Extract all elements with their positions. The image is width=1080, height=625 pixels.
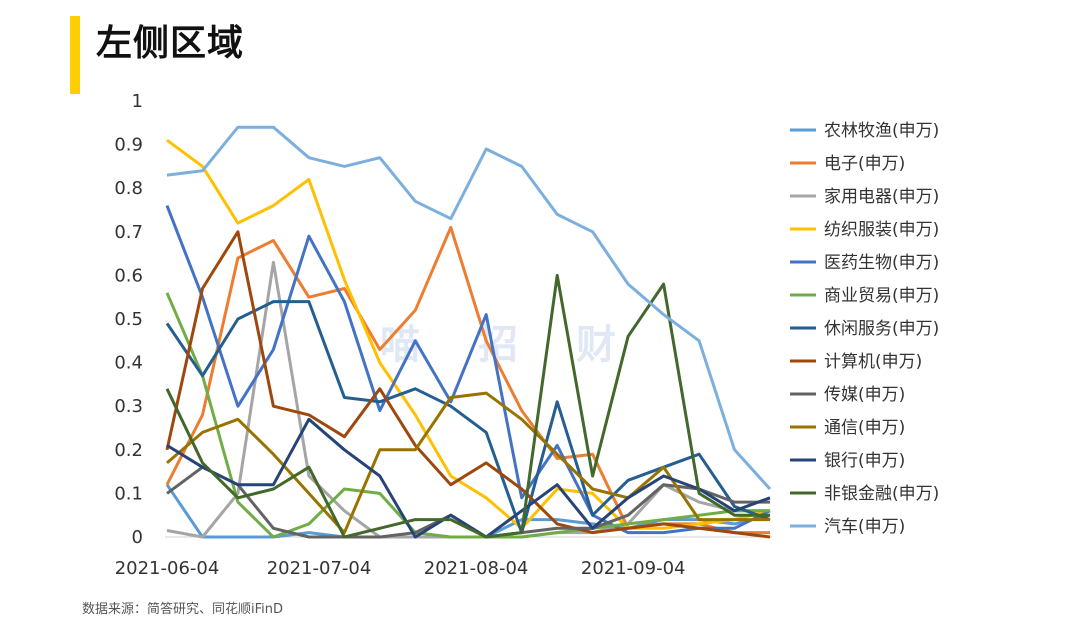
y-tick-label: 1 — [132, 91, 143, 112]
y-tick-label: 0.2 — [114, 440, 143, 461]
y-tick-label: 0.9 — [114, 135, 143, 156]
legend-label: 通信(申万) — [824, 418, 905, 438]
x-tick-label: 2021-06-04 — [115, 558, 220, 579]
y-tick-label: 0.4 — [114, 353, 143, 374]
x-axis-labels: 2021-06-04 2021-07-04 2021-08-04 2021-09-04 — [115, 558, 686, 579]
legend-label: 商业贸易(申万) — [824, 286, 939, 306]
y-tick-label: 0.3 — [114, 396, 143, 417]
legend-label: 休闲服务(申万) — [824, 319, 939, 339]
legend-label: 汽车(申万) — [824, 517, 905, 537]
legend-label: 电子(申万) — [824, 154, 905, 174]
y-tick-label: 0 — [132, 527, 143, 548]
title-accent-bar — [70, 16, 80, 94]
legend-label: 计算机(申万) — [824, 352, 922, 372]
series-line-2 — [166, 260, 770, 539]
y-axis-labels: 0 0.1 0.2 0.3 0.4 0.5 0.6 0.7 0.8 0.9 1 — [114, 91, 143, 548]
x-tick-label: 2021-09-04 — [581, 558, 686, 579]
series-lines — [165, 125, 772, 539]
series-line-9 — [166, 391, 770, 535]
legend-label: 非银金融(申万) — [824, 484, 939, 504]
y-tick-label: 0.7 — [114, 222, 143, 243]
series-line-7 — [165, 230, 771, 539]
series-line-10 — [166, 417, 771, 539]
series-line-5 — [165, 292, 770, 539]
series-line-11 — [165, 273, 770, 539]
legend-label: 传媒(申万) — [824, 385, 905, 405]
x-tick-label: 2021-08-04 — [424, 558, 529, 579]
legend-label: 纺织服装(申万) — [824, 220, 939, 240]
page-title: 左侧区域 — [96, 23, 245, 64]
legend-label: 医药生物(申万) — [824, 253, 939, 273]
source-note: 数据来源：简答研究、同花顺iFinD — [82, 602, 284, 617]
y-tick-label: 0.1 — [114, 483, 143, 504]
x-tick-label: 2021-07-04 — [267, 558, 372, 579]
y-tick-label: 0.5 — [114, 309, 143, 330]
legend-label: 家用电器(申万) — [824, 187, 939, 207]
legend-label: 农林牧渔(申万) — [824, 121, 939, 141]
series-line-12 — [166, 125, 772, 491]
legend-label: 银行(申万) — [824, 451, 905, 471]
series-line-4 — [165, 205, 771, 535]
legend: 农林牧渔(申万) 电子(申万) 家用电器(申万) 纺织服装(申万) 医药生物(申万) 商业… — [790, 121, 939, 537]
y-tick-label: 0.6 — [114, 265, 143, 286]
series-line-6 — [165, 300, 771, 535]
y-tick-label: 0.8 — [114, 178, 143, 199]
series-line-3 — [166, 138, 771, 530]
